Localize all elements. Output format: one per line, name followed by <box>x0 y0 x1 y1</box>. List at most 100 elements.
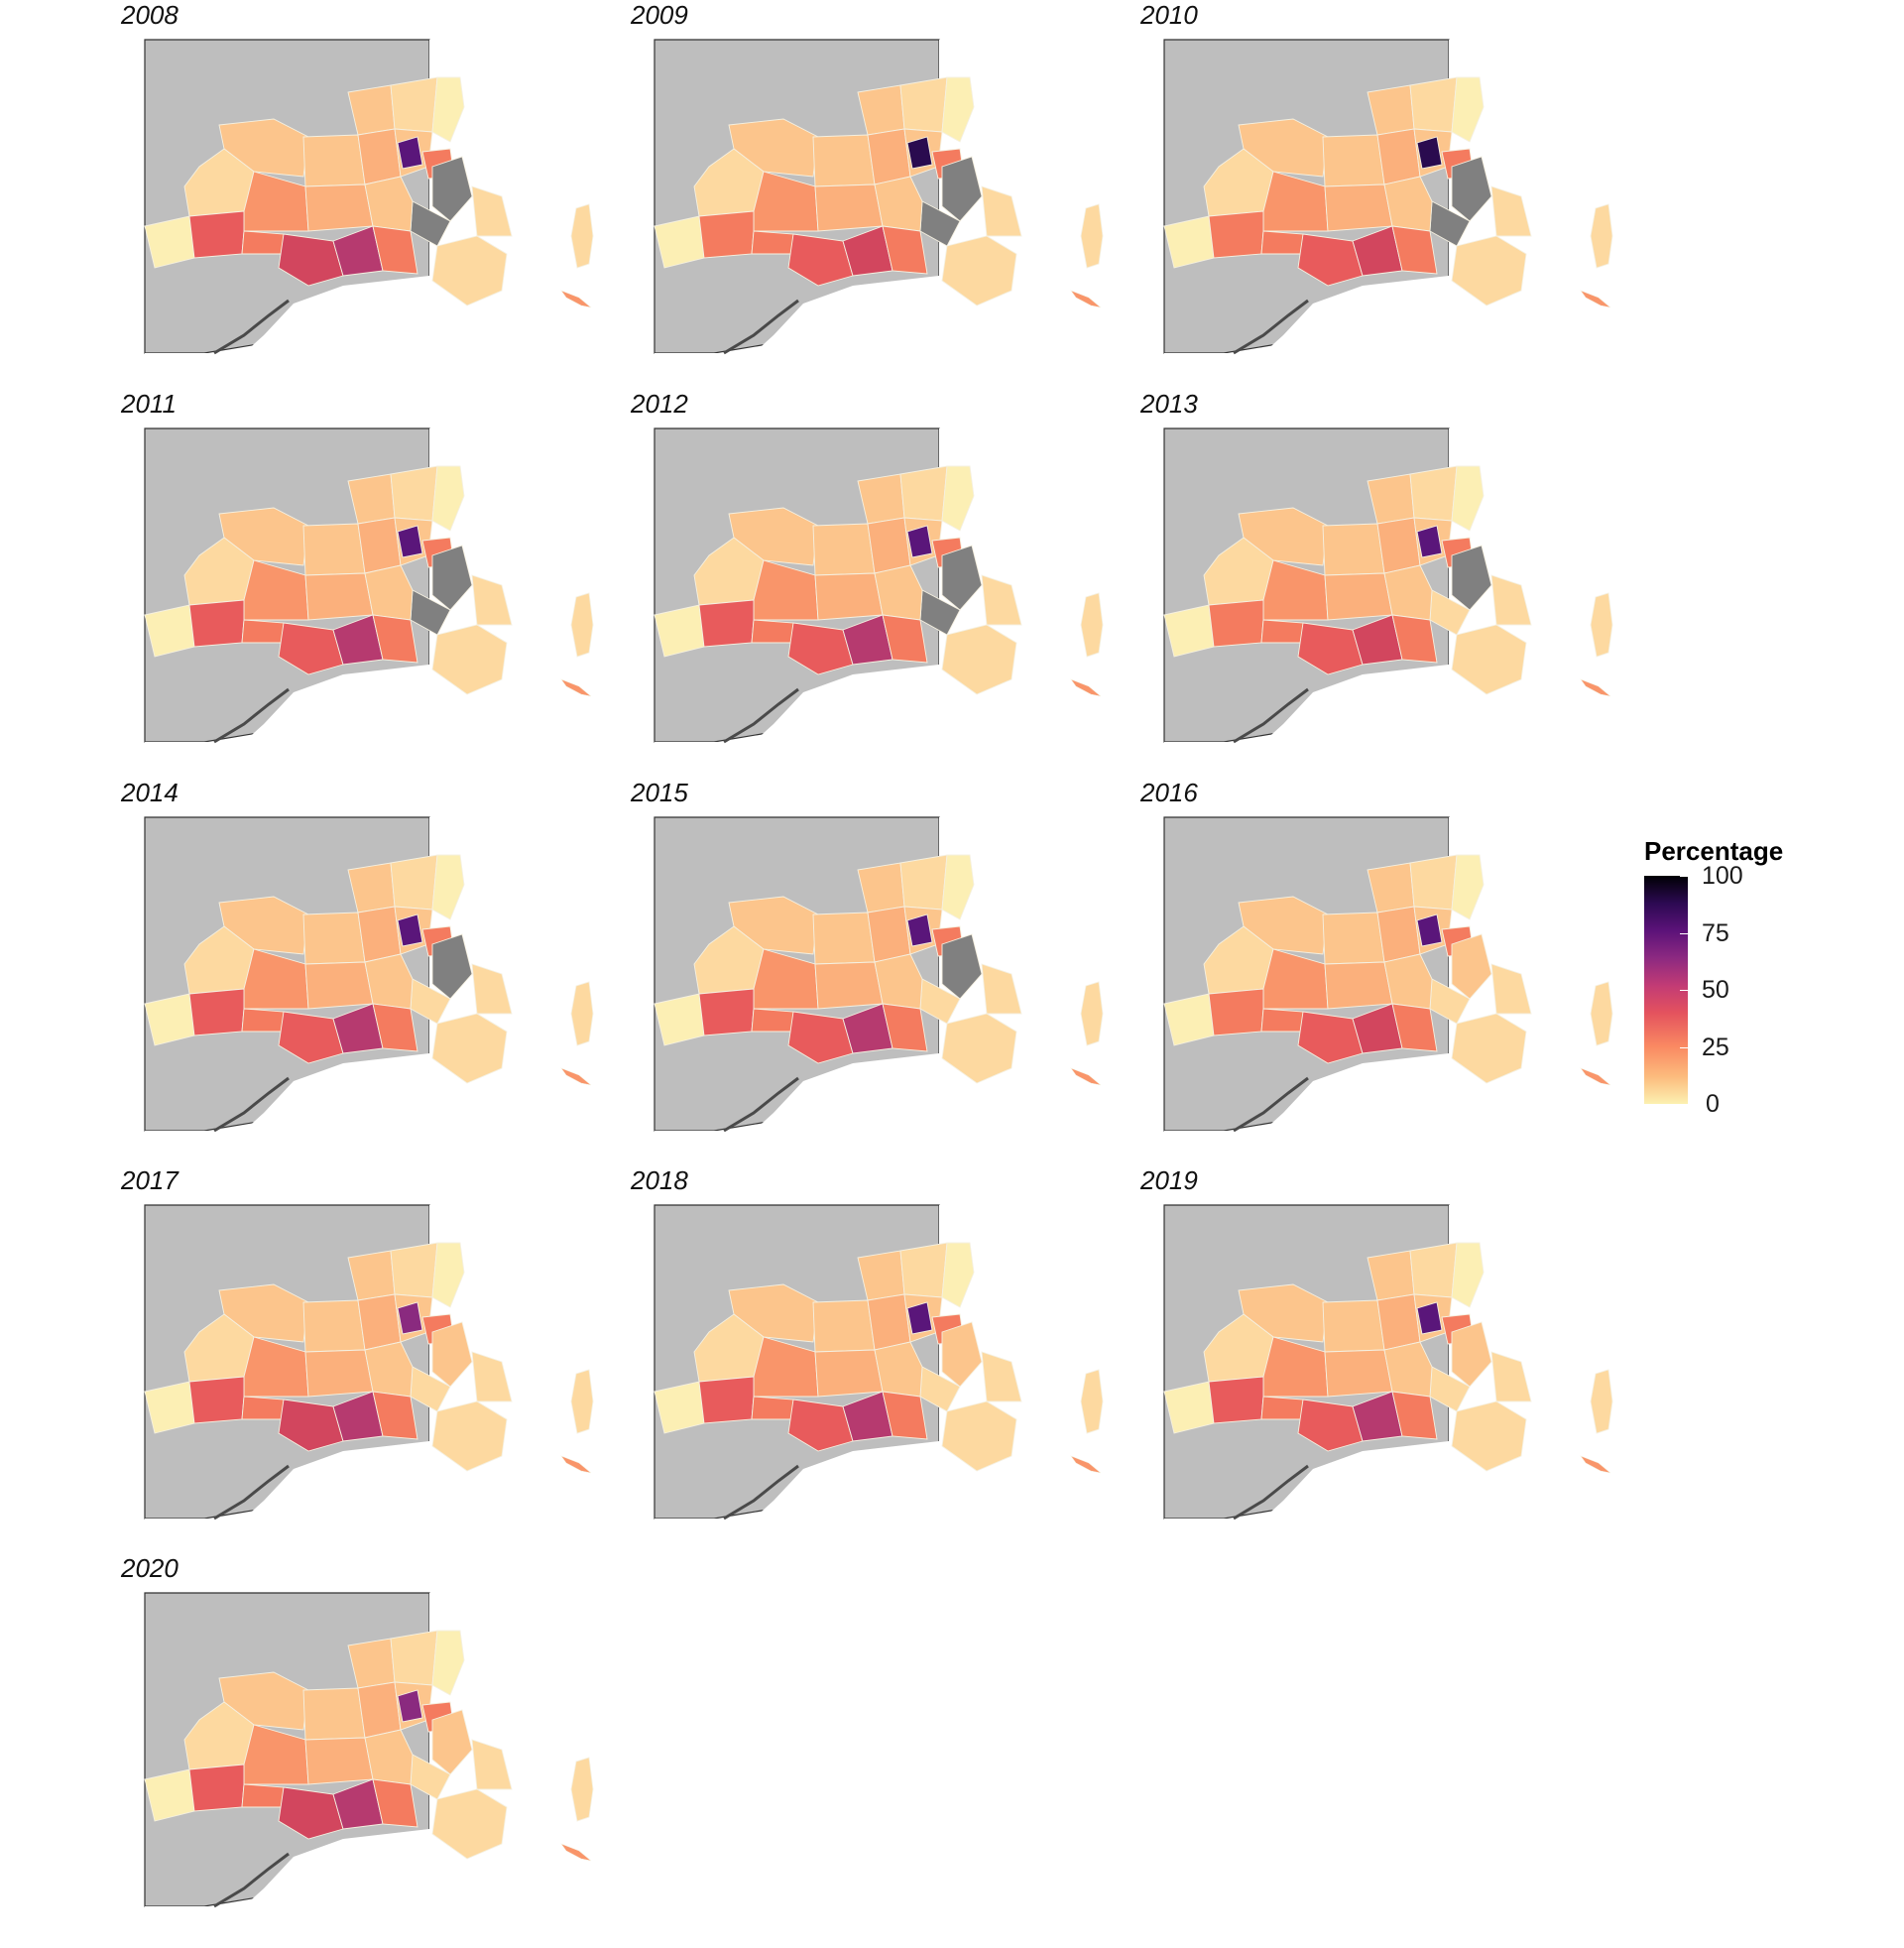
region-se-2 <box>981 963 1022 1015</box>
coastline <box>1233 1464 1309 1521</box>
region-north-3 <box>941 76 975 143</box>
region-se-2 <box>1490 1351 1532 1402</box>
region-north-2 <box>390 1630 438 1686</box>
region-island <box>570 981 594 1046</box>
region-core <box>906 136 933 170</box>
sea-area <box>654 428 1031 754</box>
region-north-3 <box>431 76 465 143</box>
region-se-2 <box>1490 963 1532 1015</box>
coastline <box>1233 299 1309 355</box>
map-svg <box>1163 39 1613 365</box>
coastline <box>213 1076 290 1133</box>
region-west-3 <box>867 128 911 185</box>
map-panel: 2009 <box>631 0 1107 382</box>
region-east-grey <box>1451 1321 1492 1388</box>
region-north-3 <box>431 1242 465 1308</box>
region-core <box>397 913 423 947</box>
region-south-3 <box>882 614 928 664</box>
map-panel: 2015 <box>631 778 1107 1159</box>
region-south-3 <box>1391 225 1438 275</box>
region-lower-4 <box>364 953 414 1010</box>
map-panel: 2014 <box>121 778 597 1159</box>
region-island <box>570 1369 594 1434</box>
region-core <box>1416 1301 1443 1335</box>
region-south-3 <box>372 1003 418 1052</box>
map-panel: 2011 <box>121 389 597 771</box>
region-north-3 <box>1451 854 1485 920</box>
panel-year-label: 2019 <box>1140 1165 1198 1195</box>
region-west-3 <box>357 128 402 185</box>
region-west-3 <box>357 1293 402 1351</box>
offshore-fragment <box>1070 1067 1102 1086</box>
map-svg <box>144 1204 594 1530</box>
region-south-3 <box>372 1391 418 1440</box>
region-north-2 <box>1409 854 1458 911</box>
region-west-3 <box>867 906 911 963</box>
region-west-3 <box>1376 128 1421 185</box>
region-core <box>1416 913 1443 947</box>
region-lower-2 <box>1262 559 1329 621</box>
region-island <box>1590 592 1613 658</box>
region-se-2 <box>471 1351 513 1402</box>
offshore-fragment <box>1070 1455 1102 1474</box>
region-lower-4 <box>1383 953 1433 1010</box>
region-island <box>1590 1369 1613 1434</box>
region-sw-2 <box>1208 599 1264 648</box>
region-lower-2 <box>753 948 819 1010</box>
legend-tick-mark <box>1680 932 1688 934</box>
region-island <box>1080 981 1104 1046</box>
coastline <box>213 1852 290 1908</box>
region-island <box>570 592 594 658</box>
region-east-grey <box>941 933 983 1000</box>
region-west-2 <box>812 912 876 965</box>
region-sw-2 <box>188 1764 245 1812</box>
map-panel: 2019 <box>1140 1165 1616 1547</box>
map-svg <box>654 427 1104 754</box>
region-east-grey <box>431 933 473 1000</box>
region-sw-2 <box>1208 210 1264 259</box>
region-lower-3 <box>1324 1349 1393 1398</box>
region-west-3 <box>357 517 402 574</box>
panel-year-label: 2016 <box>1140 778 1198 807</box>
sea-area <box>145 1205 522 1530</box>
region-lower-2 <box>243 559 309 621</box>
region-west-2 <box>302 1299 366 1353</box>
region-sw-2 <box>188 1376 245 1424</box>
map-svg <box>1163 1204 1613 1530</box>
region-sw-2 <box>698 210 755 259</box>
panel-year-label: 2014 <box>121 778 178 807</box>
legend-tick-mark <box>1680 876 1688 877</box>
region-south-1 <box>278 1786 344 1840</box>
coastline <box>213 687 290 744</box>
region-west-3 <box>1376 906 1421 963</box>
region-sw-2 <box>188 210 245 259</box>
region-north-2 <box>1409 465 1458 522</box>
region-south-3 <box>882 1003 928 1052</box>
region-lower-4 <box>874 564 923 621</box>
map-panel: 2016 <box>1140 778 1616 1159</box>
region-core <box>906 1301 933 1335</box>
region-sw-3 <box>241 1008 285 1033</box>
region-lower-3 <box>304 183 374 232</box>
region-sw-3 <box>1260 1008 1304 1033</box>
region-east-grey <box>431 1321 473 1388</box>
map-panel: 2008 <box>121 0 597 382</box>
offshore-fragment <box>1580 290 1611 308</box>
coastline <box>723 687 799 744</box>
offshore-fragment <box>1070 678 1102 697</box>
sea-area <box>654 40 1031 365</box>
legend-tick-label: 100 <box>1702 862 1743 890</box>
region-lower-4 <box>364 1729 414 1785</box>
region-core <box>397 1301 423 1335</box>
map-svg <box>654 1204 1104 1530</box>
region-core <box>906 913 933 947</box>
map-svg <box>1163 816 1613 1143</box>
region-sw-2 <box>698 988 755 1036</box>
region-se-2 <box>981 574 1022 626</box>
region-core <box>906 525 933 558</box>
region-island <box>1590 981 1613 1046</box>
region-south-3 <box>372 1778 418 1828</box>
region-se-2 <box>471 1739 513 1790</box>
region-se-2 <box>471 574 513 626</box>
region-lower-3 <box>1324 572 1393 621</box>
